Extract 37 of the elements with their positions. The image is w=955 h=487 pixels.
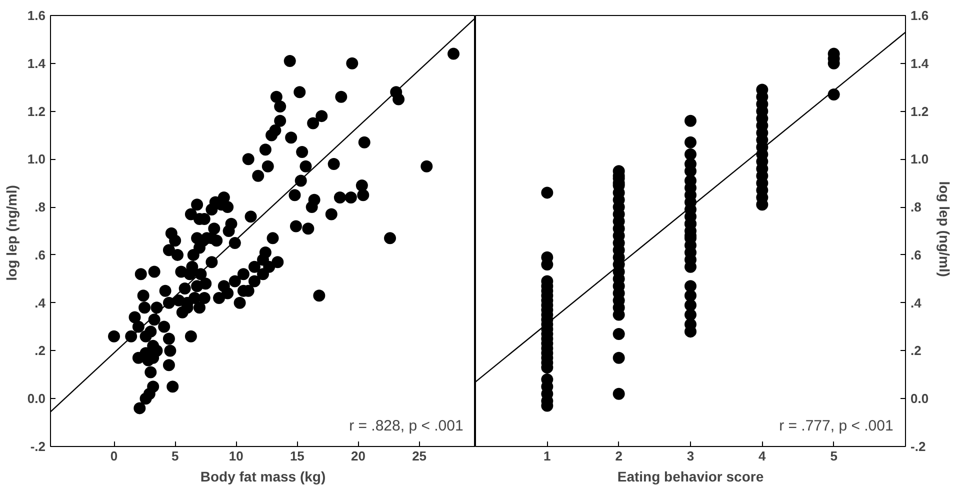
- y-axis-title: log lep (ng/ml): [3, 185, 20, 281]
- y-tick-label: .4: [910, 295, 922, 310]
- x-tick-label: 4: [758, 448, 767, 464]
- x-tick-label: 10: [228, 448, 244, 464]
- y-tick-label: 0.0: [910, 391, 929, 406]
- y-tick-label: 0.0: [27, 391, 46, 406]
- y-tick-label: 1.4: [910, 56, 930, 71]
- x-tick-label: 0: [110, 448, 118, 464]
- annotation: r = .828, p < .001: [349, 418, 464, 434]
- annotation: r = .777, p < .001: [779, 418, 894, 434]
- x-tick-label: 25: [412, 448, 427, 464]
- x-tick-label: 5: [830, 448, 838, 464]
- y-tick-label: -.2: [910, 439, 926, 454]
- y-tick-label: .6: [910, 247, 922, 262]
- y-tick-label: .2: [910, 343, 922, 358]
- x-tick-label: 20: [351, 448, 366, 464]
- y-tick-label: .8: [910, 200, 922, 215]
- y-tick-label: .4: [34, 295, 46, 310]
- x-tick-label: 2: [615, 448, 622, 464]
- x-axis-title: Body fat mass (kg): [200, 468, 326, 484]
- y-tick-label: 1.4: [27, 56, 46, 71]
- y-tick-label: 1.2: [27, 104, 46, 119]
- x-tick-label: 3: [686, 448, 694, 464]
- y-tick-label: 1.2: [910, 104, 929, 119]
- y-tick-label: 1.6: [27, 8, 46, 23]
- y-tick-label: .8: [34, 200, 46, 215]
- x-tick-label: 5: [171, 448, 179, 464]
- x-tick-label: 15: [290, 448, 304, 464]
- y-tick-label: .6: [34, 247, 46, 262]
- y-tick-label: 1.0: [27, 152, 46, 167]
- y-axis-title: log lep (ng/ml): [936, 181, 953, 277]
- y-tick-label: 1.6: [910, 8, 929, 23]
- x-tick-label: 1: [544, 448, 551, 464]
- y-tick-label: .2: [34, 343, 46, 358]
- y-tick-label: 1.0: [910, 152, 929, 167]
- x-axis-title: Eating behavior score: [617, 468, 764, 484]
- y-tick-label: -.2: [30, 439, 46, 454]
